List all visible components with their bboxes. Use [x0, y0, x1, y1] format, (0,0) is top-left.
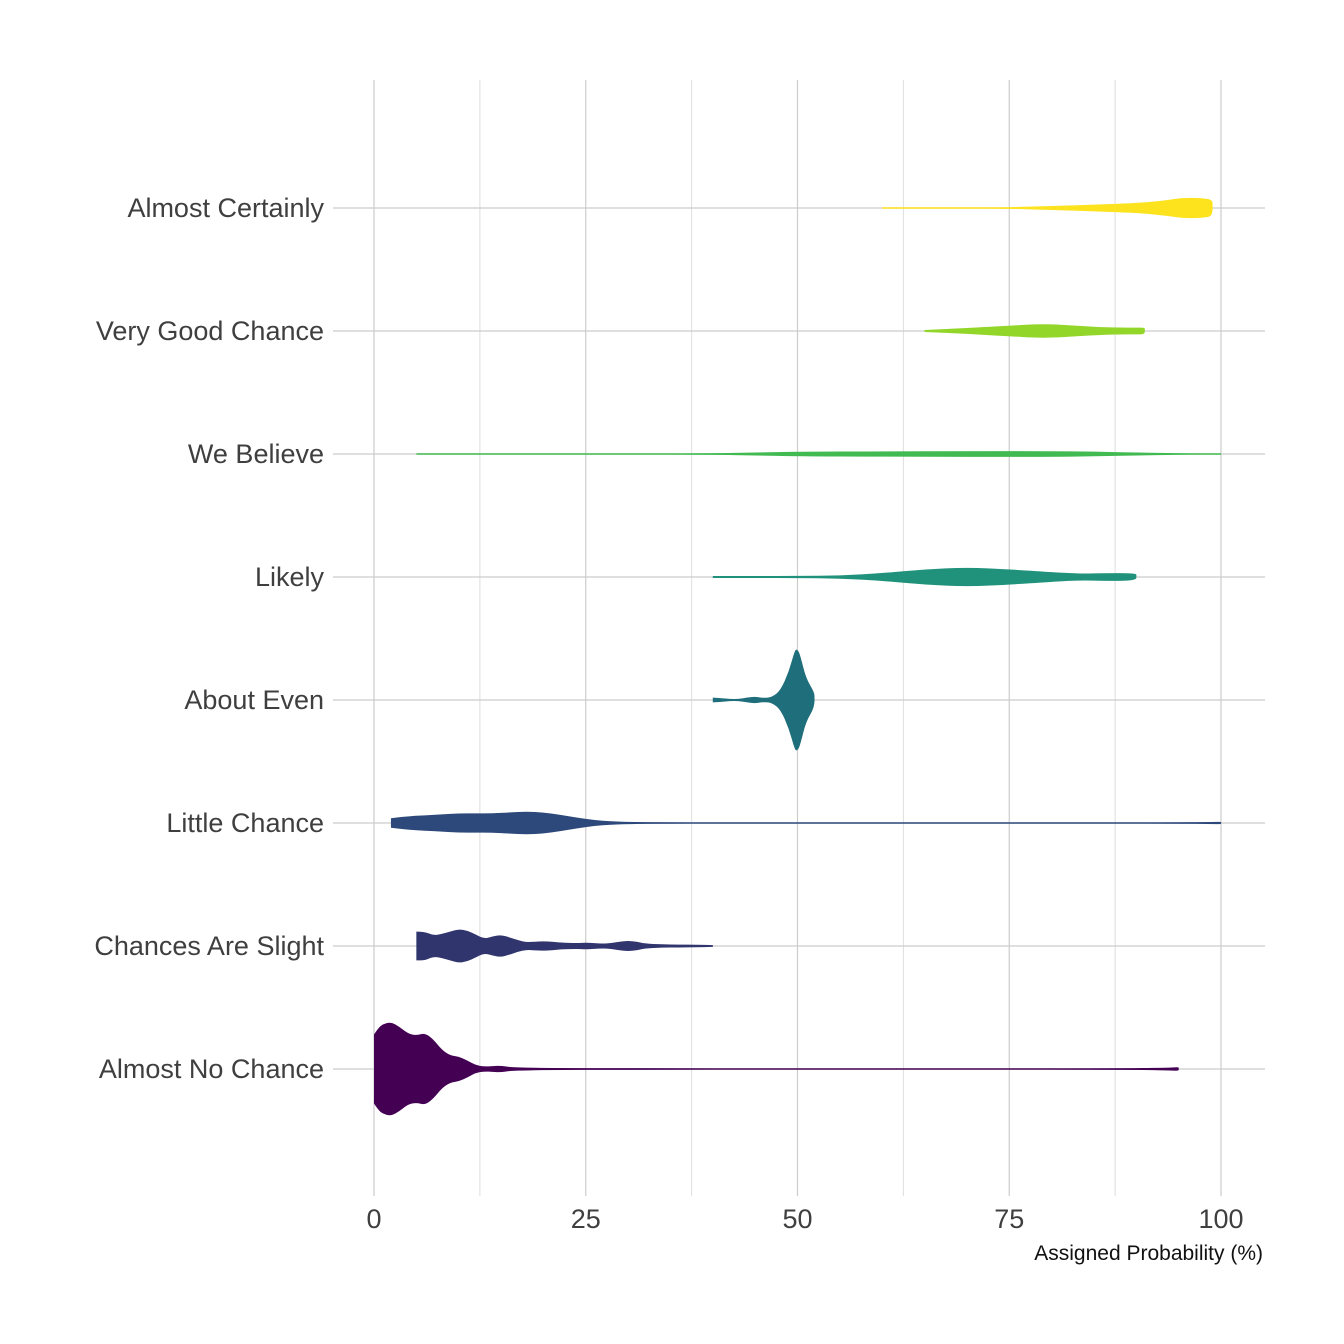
violin-almost-no-chance	[374, 1022, 1179, 1116]
y-axis-label: Little Chance	[166, 808, 324, 838]
x-tick-label: 75	[994, 1204, 1024, 1234]
x-tick-label: 50	[782, 1204, 812, 1234]
violin-chances-are-slight	[416, 929, 713, 963]
violin-we-believe	[416, 451, 1222, 457]
x-axis-title: Assigned Probability (%)	[1034, 1242, 1263, 1265]
y-axis-label: Very Good Chance	[96, 316, 324, 346]
y-axis-label: Chances Are Slight	[94, 931, 324, 961]
x-tick-label: 100	[1198, 1204, 1243, 1234]
violin-very-good-chance	[924, 324, 1145, 338]
y-axis-label: About Even	[184, 685, 324, 715]
y-axis-label: Almost Certainly	[127, 193, 324, 223]
violin-likely	[712, 567, 1137, 587]
violin-almost-certainly	[882, 197, 1213, 219]
x-tick-label: 25	[571, 1204, 601, 1234]
y-axis-labels: Almost No Chance Chances Are Slight Little…	[94, 193, 324, 1084]
violin-little-chance	[390, 811, 1222, 835]
y-axis-label: Likely	[255, 562, 325, 592]
violin-about-even	[712, 649, 815, 751]
y-axis-label: Almost No Chance	[99, 1054, 324, 1084]
x-axis-ticks: 0 25 50 75 100	[366, 1204, 1243, 1234]
x-tick-label: 0	[366, 1204, 381, 1234]
x-gridlines	[373, 80, 1222, 1196]
violins	[374, 197, 1222, 1116]
y-axis-label: We Believe	[188, 439, 324, 469]
